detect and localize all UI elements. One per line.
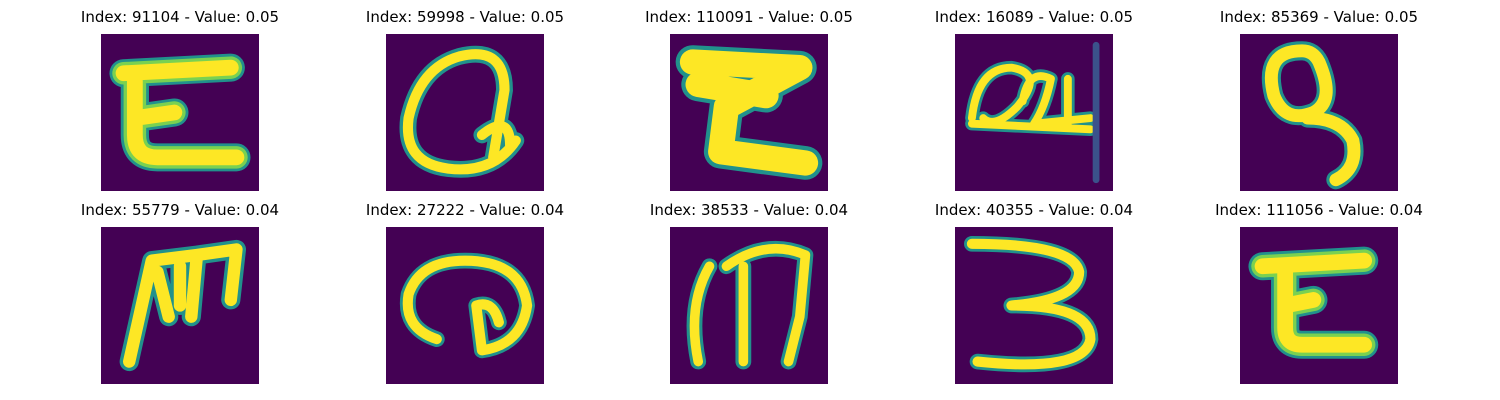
character-image <box>101 34 259 191</box>
tile-title: Index: 38533 - Value: 0.04 <box>649 201 849 219</box>
tile-title: Index: 110091 - Value: 0.05 <box>645 8 853 26</box>
tile-title: Index: 85369 - Value: 0.05 <box>1219 8 1419 26</box>
character-image <box>101 227 259 384</box>
character-image <box>1240 34 1398 191</box>
tile-title: Index: 16089 - Value: 0.05 <box>934 8 1134 26</box>
tile-title: Index: 55779 - Value: 0.04 <box>80 201 280 219</box>
grid-tile: Index: 85369 - Value: 0.05 <box>1174 0 1464 191</box>
grid-tile: Index: 55779 - Value: 0.04 <box>35 193 325 384</box>
tile-title: Index: 111056 - Value: 0.04 <box>1215 201 1423 219</box>
character-image <box>670 227 828 384</box>
tile-title: Index: 59998 - Value: 0.05 <box>365 8 565 26</box>
grid-tile: Index: 59998 - Value: 0.05 <box>320 0 610 191</box>
tile-title: Index: 27222 - Value: 0.04 <box>365 201 565 219</box>
grid-tile: Index: 111056 - Value: 0.04 <box>1174 193 1464 384</box>
character-image <box>386 34 544 191</box>
grid-tile: Index: 38533 - Value: 0.04 <box>604 193 894 384</box>
grid-tile: Index: 40355 - Value: 0.04 <box>889 193 1179 384</box>
grid-tile: Index: 16089 - Value: 0.05 <box>889 0 1179 191</box>
character-image <box>1240 227 1398 384</box>
character-image <box>386 227 544 384</box>
character-image <box>955 34 1113 191</box>
tile-title: Index: 40355 - Value: 0.04 <box>934 201 1134 219</box>
tile-title: Index: 91104 - Value: 0.05 <box>80 8 280 26</box>
grid-tile: Index: 91104 - Value: 0.05 <box>35 0 325 191</box>
character-image <box>670 34 828 191</box>
character-image <box>955 227 1113 384</box>
grid-tile: Index: 27222 - Value: 0.04 <box>320 193 610 384</box>
grid-tile: Index: 110091 - Value: 0.05 <box>604 0 894 191</box>
